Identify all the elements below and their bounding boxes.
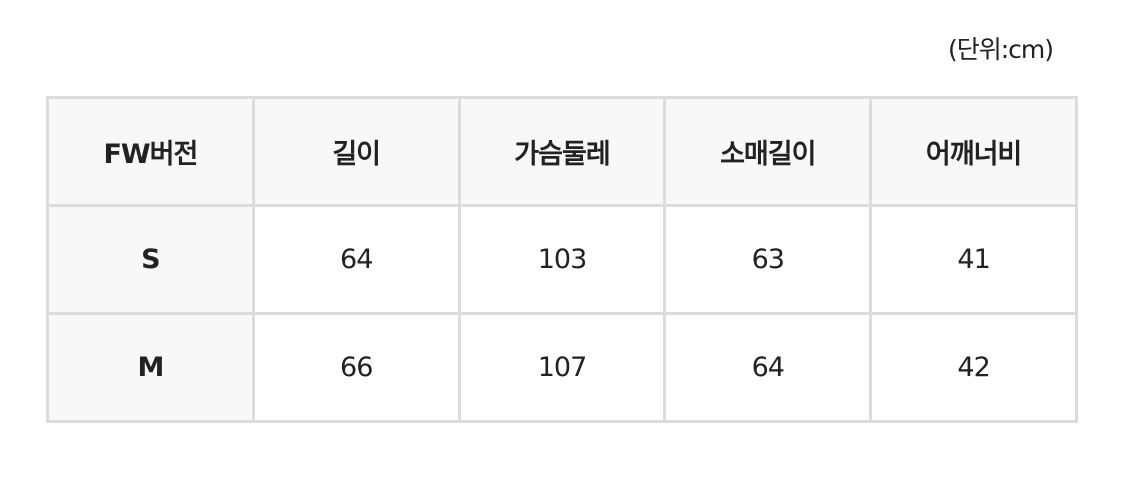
cell-sleeve: 64 [663,312,873,423]
cell-chest: 107 [457,312,667,423]
size-label: S [46,204,255,315]
cell-chest: 103 [457,204,667,315]
size-table: FW버전 길이 가슴둘레 소매길이 어깨너비 S 64 103 63 41 M … [46,96,1078,423]
cell-length: 66 [251,312,461,423]
header-row: FW버전 길이 가슴둘레 소매길이 어깨너비 [46,96,1078,207]
cell-shoulder: 42 [869,312,1078,423]
header-shoulder: 어깨너비 [869,96,1078,207]
cell-length: 64 [251,204,461,315]
header-length: 길이 [251,96,461,207]
cell-shoulder: 41 [869,204,1078,315]
table-row: S 64 103 63 41 [46,204,1078,315]
header-version: FW버전 [46,96,255,207]
table-row: M 66 107 64 42 [46,312,1078,423]
cell-sleeve: 63 [663,204,873,315]
unit-label: (단위:cm) [947,35,1054,64]
header-sleeve: 소매길이 [663,96,873,207]
size-label: M [46,312,255,423]
header-chest: 가슴둘레 [457,96,667,207]
